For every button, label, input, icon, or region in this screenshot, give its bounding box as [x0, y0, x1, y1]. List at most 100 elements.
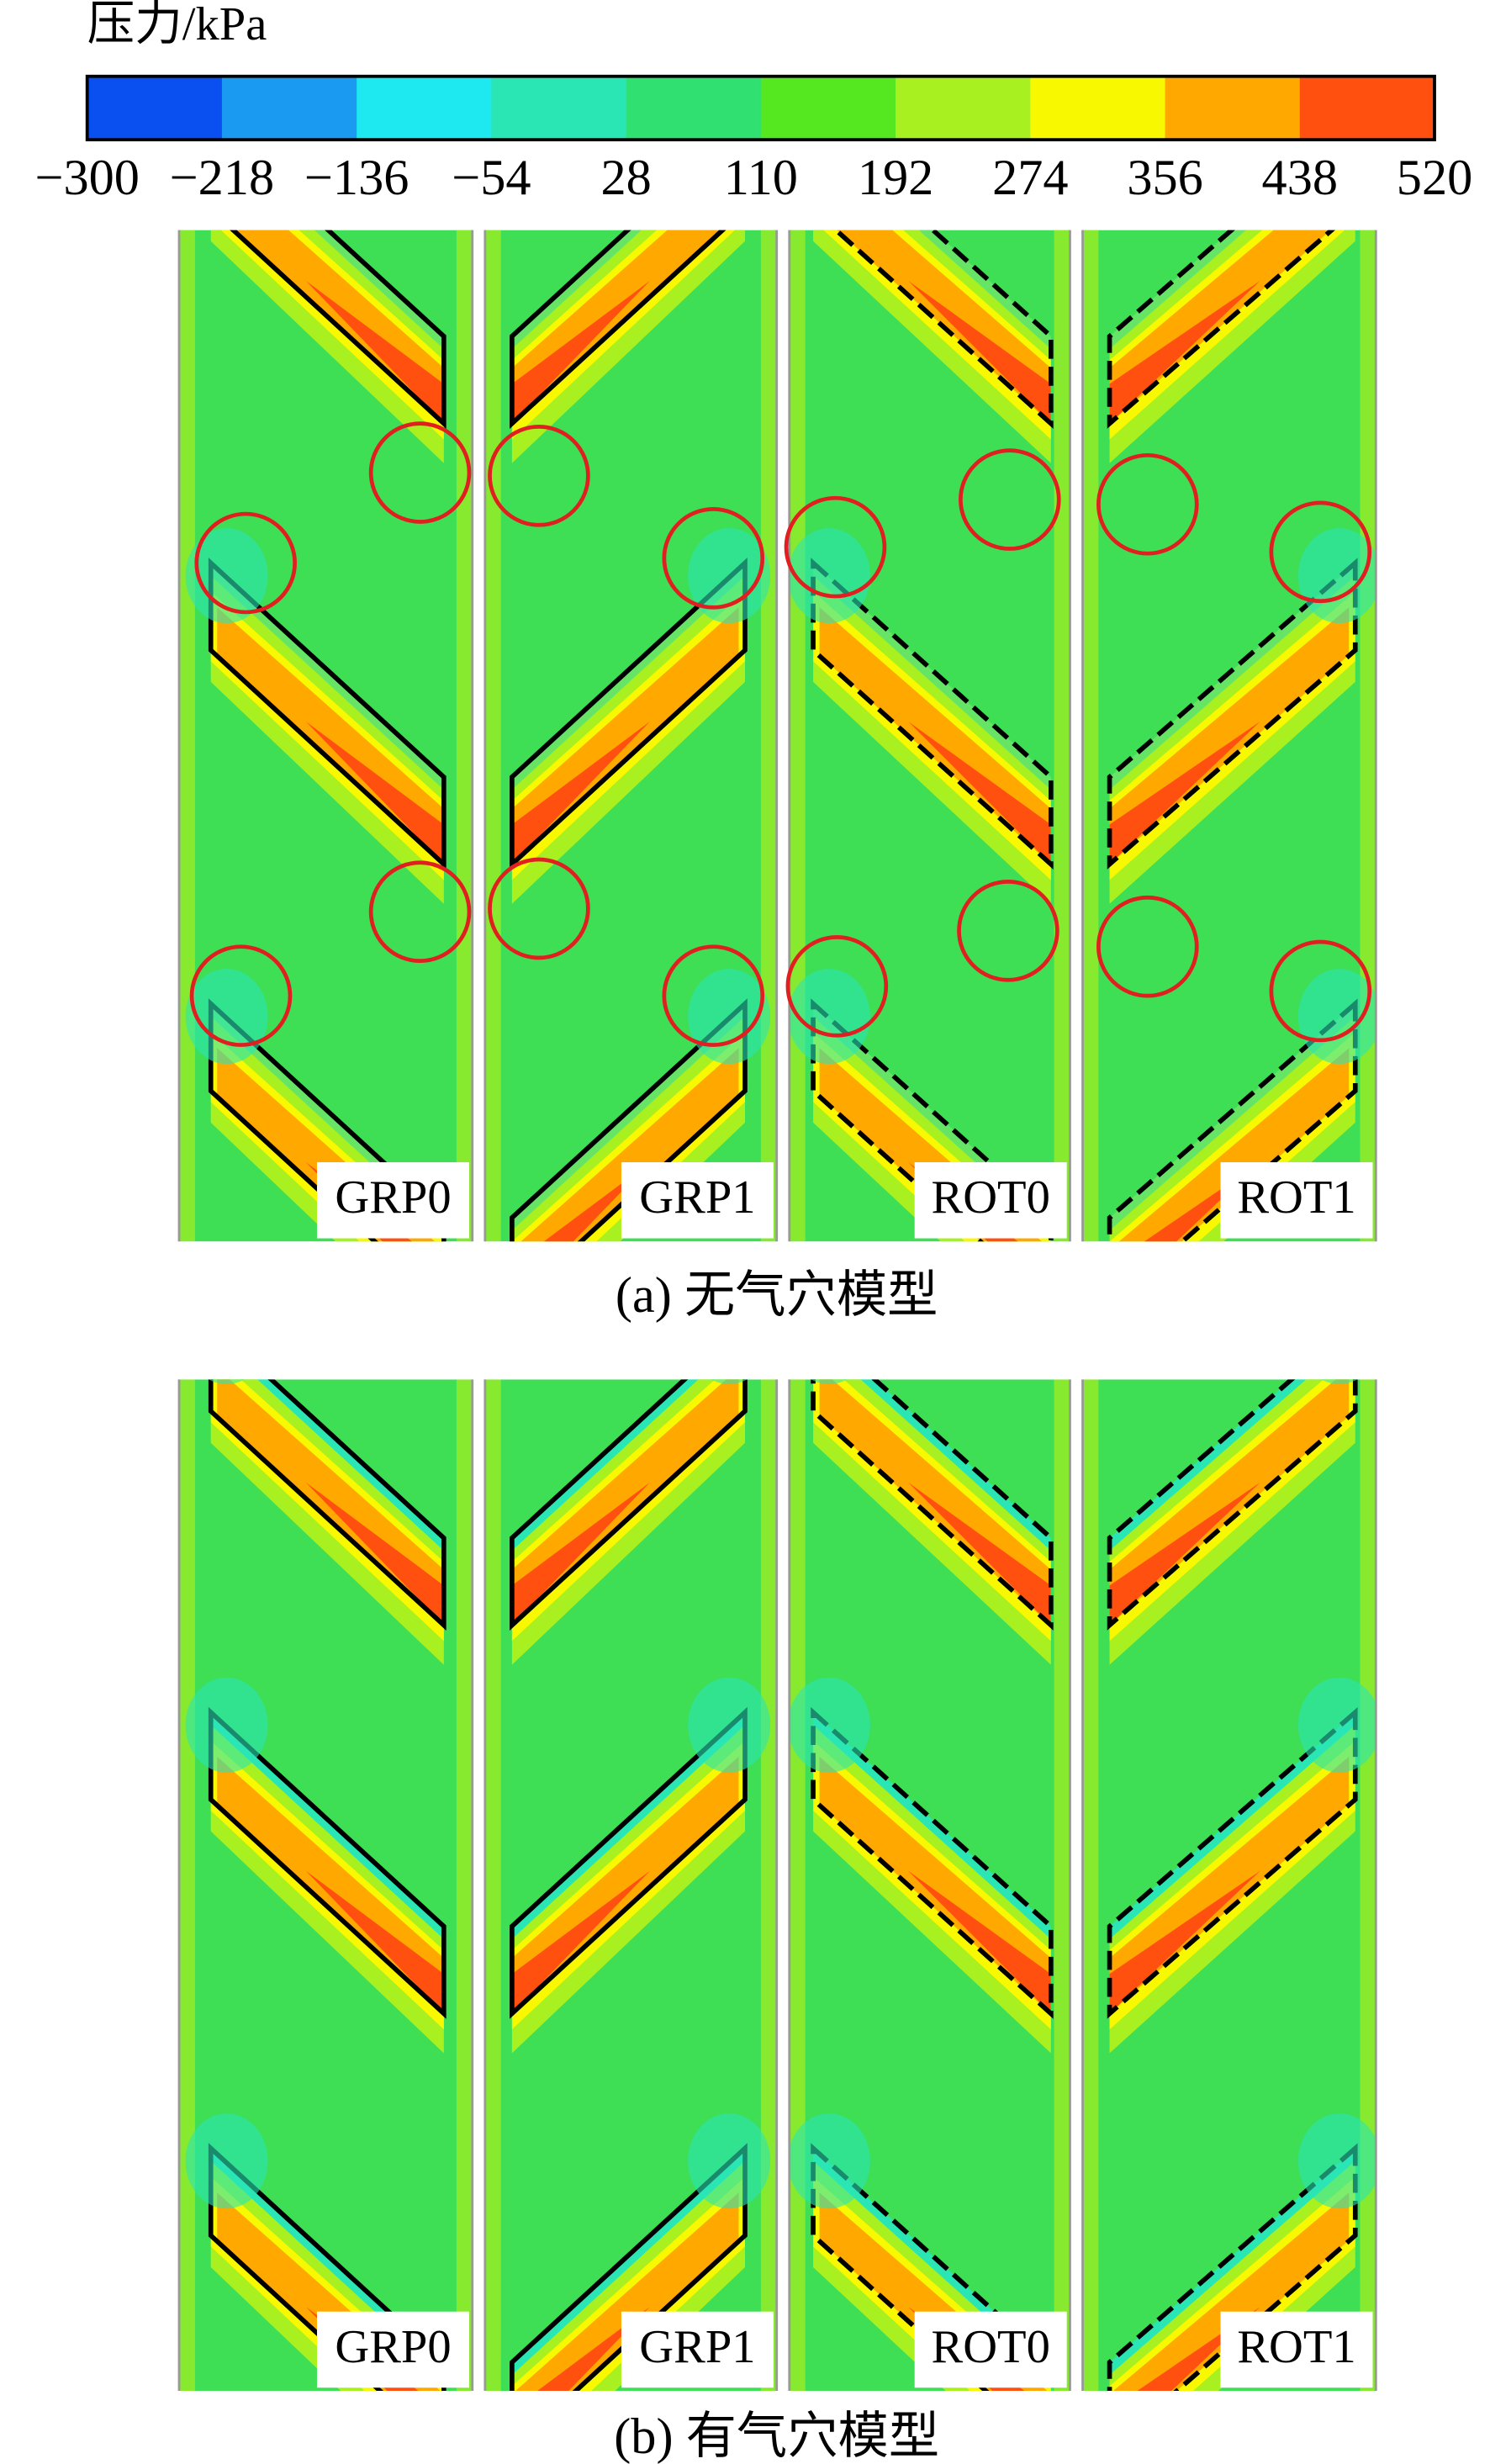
- pressure-band: [908, 280, 1051, 424]
- wall-band: [484, 1379, 501, 2392]
- pressure-band: [511, 280, 650, 424]
- colorbar-title: 压力/kPa: [87, 0, 267, 50]
- low-pressure-zone: [688, 2113, 771, 2209]
- low-pressure-zone: [1297, 1677, 1376, 1773]
- wall-band: [456, 1379, 473, 2392]
- highlight-circle: [662, 944, 765, 1047]
- colorbar-tick-label: −300: [34, 150, 139, 206]
- wall-band: [1054, 1379, 1070, 2392]
- contour-panel: [789, 230, 1070, 1242]
- highlight-circle: [1269, 939, 1372, 1043]
- blade-outline: [208, 1379, 446, 1631]
- wall-band: [760, 1379, 777, 2392]
- pressure-band: [1109, 230, 1355, 463]
- colorbar-band: [491, 76, 627, 140]
- wall-band: [484, 230, 501, 1242]
- blade-outline: [510, 2143, 748, 2392]
- pressure-band: [1109, 2160, 1355, 2392]
- colorbar-tick-label: 192: [858, 150, 933, 206]
- label-box: [317, 1162, 469, 1239]
- blade-outline: [510, 230, 727, 430]
- panel-label: GRP1: [639, 1171, 755, 1224]
- colorbar-tick-label: −136: [304, 150, 409, 206]
- blade-outline: [1107, 998, 1358, 1242]
- low-pressure-zone: [688, 969, 771, 1065]
- panel-label: ROT1: [1237, 2321, 1355, 2373]
- wall-band: [456, 230, 473, 1242]
- low-pressure-zone: [711, 1379, 748, 1384]
- contour-panel: [1082, 230, 1376, 1242]
- contour-panel: [484, 1379, 777, 2392]
- colorbar-tick-label: 110: [724, 150, 798, 206]
- wall-band: [1082, 1379, 1099, 2392]
- blade-outline: [1107, 558, 1358, 870]
- panel-label: GRP0: [335, 1171, 451, 1224]
- blade-outline: [811, 558, 1054, 870]
- blade-outline: [832, 230, 1054, 429]
- panel-label: GRP0: [335, 2321, 451, 2373]
- blade-outline: [208, 558, 446, 870]
- pressure-band: [813, 230, 1051, 463]
- blade-outline: [208, 1706, 446, 2019]
- colorbar-tick-label: 438: [1262, 150, 1338, 206]
- label-box: [1220, 2311, 1373, 2388]
- label-box: [621, 2311, 774, 2388]
- wall-band: [179, 230, 195, 1242]
- pressure-band: [1109, 1016, 1355, 1242]
- blade-outline: [811, 998, 1054, 1242]
- pressure-band: [305, 1482, 444, 1626]
- panel-label: ROT1: [1237, 1171, 1355, 1224]
- low-pressure-zone: [789, 528, 870, 624]
- pressure-band: [511, 1482, 650, 1626]
- blade-outline: [811, 2143, 1054, 2392]
- highlight-circle: [189, 944, 293, 1047]
- low-pressure-zone: [789, 2113, 870, 2209]
- pressure-band: [908, 1870, 1051, 2014]
- colorbar-band: [221, 76, 357, 140]
- highlight-circle: [785, 935, 889, 1038]
- colorbar-band: [896, 76, 1031, 140]
- contour-panel: [789, 1379, 1070, 2392]
- highlight-circle: [662, 507, 765, 610]
- colorbar-band: [626, 76, 762, 140]
- wall-band: [789, 1379, 806, 2392]
- colorbar-band: [357, 76, 492, 140]
- label-box: [1220, 1162, 1373, 1239]
- blade-outline: [510, 1706, 748, 2019]
- pressure-band: [908, 1482, 1051, 1626]
- highlight-circle: [368, 421, 472, 524]
- highlight-circle: [784, 495, 887, 599]
- low-pressure-zone: [209, 1379, 245, 1384]
- panel-label: ROT0: [932, 1171, 1050, 1224]
- highlight-circle: [488, 857, 590, 960]
- highlight-circle: [957, 880, 1059, 982]
- highlight-circle: [1096, 452, 1199, 556]
- colorbar-tick-label: 28: [600, 150, 651, 206]
- pressure-band: [511, 2160, 745, 2392]
- pressure-band: [1109, 1032, 1355, 1242]
- caption: (a) 无气穴模型: [616, 1267, 938, 1324]
- low-pressure-zone: [789, 1677, 870, 1773]
- blade-outline: [811, 1379, 1054, 1631]
- highlight-circle: [488, 425, 590, 527]
- blade-outline: [208, 998, 446, 1242]
- colorbar-band: [1299, 76, 1435, 140]
- contour-panel: [179, 230, 473, 1242]
- wall-band: [1054, 230, 1070, 1242]
- blade-outline: [510, 998, 748, 1242]
- highlight-circle: [1269, 500, 1372, 604]
- label-box: [317, 2311, 469, 2388]
- blade-outline: [1107, 1706, 1358, 2019]
- contour-panel: [484, 230, 777, 1242]
- pressure-band: [511, 1870, 650, 2014]
- low-pressure-zone: [185, 2113, 268, 2209]
- pressure-band: [210, 230, 444, 463]
- wall-band: [179, 1379, 195, 2392]
- pressure-band: [1118, 1048, 1350, 1242]
- low-pressure-zone: [185, 1677, 268, 1773]
- colorbar-tick-label: −54: [452, 150, 531, 206]
- low-pressure-zone: [789, 969, 870, 1065]
- pressure-band: [908, 721, 1051, 865]
